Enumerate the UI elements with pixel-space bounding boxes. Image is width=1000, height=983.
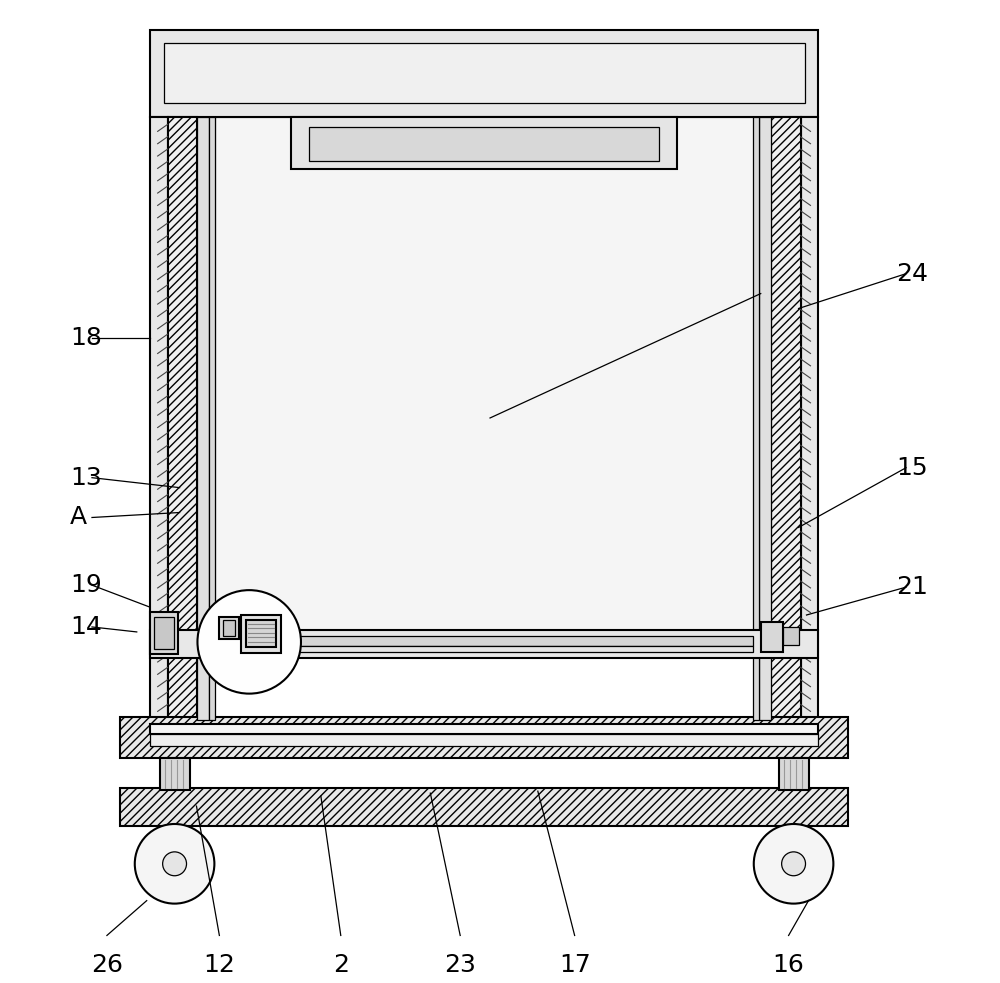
Bar [246,620,276,647]
Bar [150,612,178,654]
Bar [761,622,783,652]
Text: 17: 17 [559,954,591,977]
Circle shape [754,824,833,903]
Bar [771,117,801,720]
Bar [779,758,809,790]
Circle shape [197,590,301,694]
Bar [120,788,848,826]
Bar [168,117,197,720]
Text: A: A [70,505,87,530]
Text: 19: 19 [70,573,102,597]
Bar [753,117,759,720]
Bar [150,630,818,658]
Text: 13: 13 [70,466,102,490]
Text: 26: 26 [91,954,123,977]
Bar [801,117,818,720]
Text: 18: 18 [70,326,102,350]
Bar [215,646,753,652]
Bar [309,128,659,161]
Bar [197,117,209,720]
Bar [219,617,239,639]
Bar [291,117,677,169]
Bar [215,636,753,646]
Text: 12: 12 [203,954,235,977]
Circle shape [782,852,806,876]
Bar [215,117,759,635]
Bar [783,627,799,645]
Text: 23: 23 [444,954,476,977]
Text: 24: 24 [896,261,928,286]
Text: 14: 14 [70,615,102,639]
Text: 21: 21 [896,575,928,600]
Circle shape [163,852,187,876]
Bar [223,620,235,636]
Circle shape [135,824,214,903]
Bar [150,117,168,720]
Bar [150,29,818,117]
Bar [759,117,771,720]
Bar [241,615,281,653]
Text: 2: 2 [333,954,349,977]
Bar [120,717,848,758]
Bar [164,43,805,102]
Bar [160,758,190,790]
Bar [150,724,818,734]
Bar [150,734,818,746]
Text: 15: 15 [896,456,928,480]
Bar [154,617,174,649]
Text: 16: 16 [773,954,805,977]
Bar [209,117,215,720]
